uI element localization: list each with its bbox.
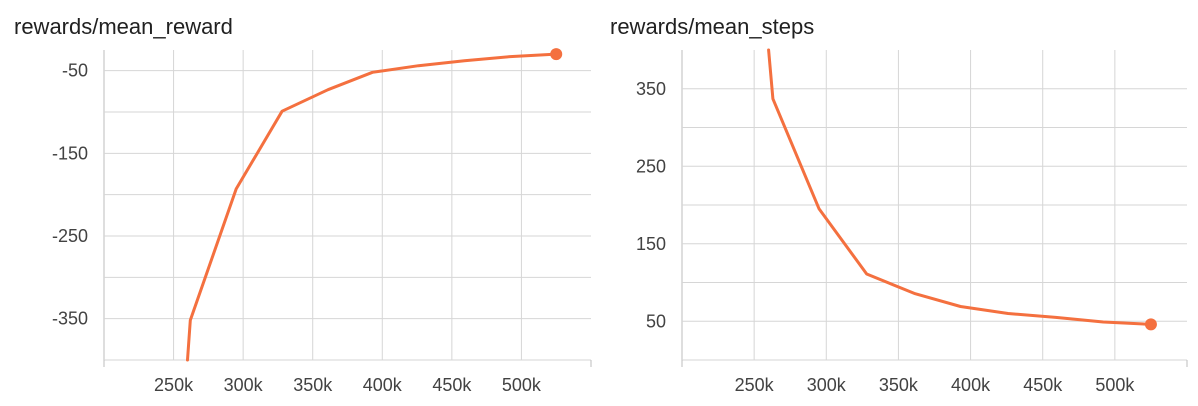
- x-tick-label: 250k: [154, 375, 194, 395]
- x-tick-label: 450k: [1023, 375, 1063, 395]
- series-end-marker: [1144, 318, 1157, 331]
- chart-panel-mean-steps: rewards/mean_steps 50 150 250 350 250k 300k 35…: [596, 0, 1198, 406]
- y-tick-label: 250: [636, 156, 666, 176]
- y-tick-label: -50: [62, 61, 88, 81]
- y-tick-label: 350: [636, 79, 666, 99]
- chart-title: rewards/mean_reward: [14, 14, 233, 39]
- x-tick-label: 500k: [502, 375, 542, 395]
- x-tick-label: 250k: [735, 375, 775, 395]
- series-end-marker: [550, 48, 563, 61]
- x-tick-label: 400k: [951, 375, 991, 395]
- x-tick-label: 500k: [1095, 375, 1135, 395]
- chart-mean-reward: -50 -150 -250 -350 250k 300k 350k 400k 450k 500k: [52, 48, 592, 395]
- x-tick-label: 400k: [363, 375, 403, 395]
- x-tick-label: 350k: [293, 375, 333, 395]
- y-tick-label: -150: [52, 143, 88, 163]
- x-tick-label: 300k: [807, 375, 847, 395]
- x-tick-label: 350k: [879, 375, 919, 395]
- y-tick-label: -250: [52, 226, 88, 246]
- series-line: [186, 52, 558, 362]
- y-tick-label: 50: [646, 311, 666, 331]
- chart-title: rewards/mean_steps: [610, 14, 815, 39]
- x-tick-label: 450k: [432, 375, 472, 395]
- y-tick-label: 150: [636, 234, 666, 254]
- chart-mean-steps: 50 150 250 350 250k 300k 350k 400k 450k 500k: [636, 48, 1188, 395]
- x-tick-label: 300k: [224, 375, 264, 395]
- chart-panel-mean-reward: rewards/mean_reward -50 -150 -250 -350 250k 3…: [14, 14, 592, 395]
- y-tick-label: -350: [52, 309, 88, 329]
- series-line: [767, 48, 1153, 326]
